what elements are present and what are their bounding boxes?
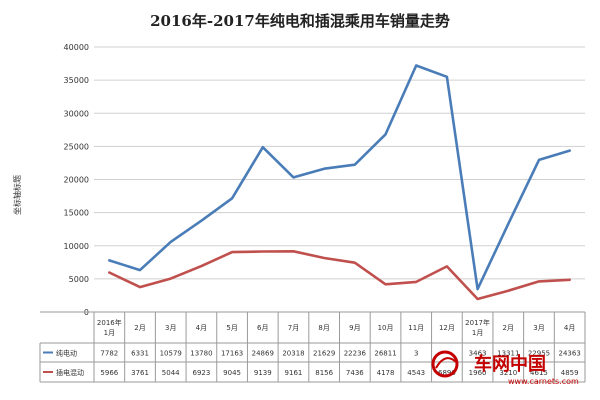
data-label: 7436: [346, 369, 364, 377]
data-label: 8156: [315, 369, 333, 377]
x-tick-label: 2017年 1月: [465, 318, 490, 337]
data-label: 20318: [282, 350, 304, 358]
data-label: 3: [414, 350, 418, 358]
x-tick-label: 7月: [288, 324, 299, 332]
y-tick-label: 5000: [69, 275, 89, 284]
data-label: 22236: [344, 350, 367, 358]
data-label: 17163: [221, 350, 243, 358]
data-label: 9161: [285, 369, 303, 377]
y-tick-label: 25000: [64, 142, 89, 151]
series-lines: [108, 64, 572, 301]
watermark-brand: 车网中国: [474, 353, 546, 375]
x-tick-label: 2月: [503, 324, 514, 332]
data-label: 3463: [469, 350, 487, 358]
y-tick-label: 40000: [64, 43, 89, 52]
x-tick-label: 10月: [378, 324, 394, 332]
legend-label: 插电混动: [56, 368, 84, 377]
data-label: 6331: [131, 350, 149, 358]
data-label: 3761: [131, 369, 149, 377]
data-label: 4615: [530, 369, 548, 377]
x-tick-label: 5月: [226, 324, 237, 332]
data-label: 4178: [377, 369, 395, 377]
watermark-logo-icon: [431, 350, 459, 378]
data-label: 5966: [100, 369, 118, 377]
data-label: 13780: [190, 350, 212, 358]
gridlines: [94, 46, 585, 313]
data-label: 6890: [438, 369, 456, 377]
data-label: 13311: [497, 350, 519, 358]
x-tick-label: 3月: [533, 324, 544, 332]
x-tick-label: 3月: [165, 324, 176, 332]
x-tick-label: 4月: [564, 324, 575, 332]
x-tick-label: 9月: [349, 324, 360, 332]
y-axis-label: 坐标轴标题: [12, 175, 22, 215]
x-tick-label: 6月: [257, 324, 268, 332]
data-label: 3210: [499, 369, 517, 377]
x-tick-label: 11月: [408, 324, 424, 332]
data-table: 2016年 1月 2月 3月 4月 5月 6月 7月 8月 9月 10月 11月 12月 2017年 1月 2…: [39, 311, 586, 383]
series-line: [108, 64, 572, 291]
x-tick-label: 4月: [196, 324, 207, 332]
data-label: 1960: [469, 369, 487, 377]
y-tick-label: 20000: [64, 176, 89, 185]
data-label: 26811: [374, 350, 396, 358]
data-label: 24869: [252, 350, 274, 358]
y-tick-label: 10000: [64, 242, 89, 251]
legend-label: 纯电动: [56, 349, 77, 358]
data-label: 21629: [313, 350, 335, 358]
watermark: 车网中国 www.carnets.com: [431, 350, 579, 386]
y-tick-label: 30000: [64, 109, 89, 118]
x-tick-label: 2月: [134, 324, 145, 332]
series-line: [108, 250, 572, 301]
x-tick-label: 8月: [318, 324, 329, 332]
x-tick-label: 12月: [439, 324, 455, 332]
data-label: 7782: [100, 350, 118, 358]
y-tick-labels: 0500010000150002000025000300003500040000: [64, 43, 89, 317]
y-tick-label: 35000: [64, 76, 89, 85]
data-label: 4543: [407, 369, 425, 377]
data-label: 9045: [223, 369, 241, 377]
x-tick-label: 2016年 1月: [97, 318, 122, 337]
data-label: 22955: [528, 350, 550, 358]
watermark-swoosh-icon: [435, 357, 457, 369]
data-label: 4859: [561, 369, 579, 377]
y-tick-label: 15000: [64, 209, 89, 218]
chart-title: 2016年-2017年纯电和插混乘用车销量走势: [150, 12, 450, 30]
data-label: 5044: [162, 369, 180, 377]
watermark-url: www.carnets.com: [508, 377, 579, 386]
data-label: 10579: [160, 350, 182, 358]
data-label: 6923: [192, 369, 210, 377]
data-label: 9139: [254, 369, 272, 377]
data-label: 24363: [559, 350, 581, 358]
